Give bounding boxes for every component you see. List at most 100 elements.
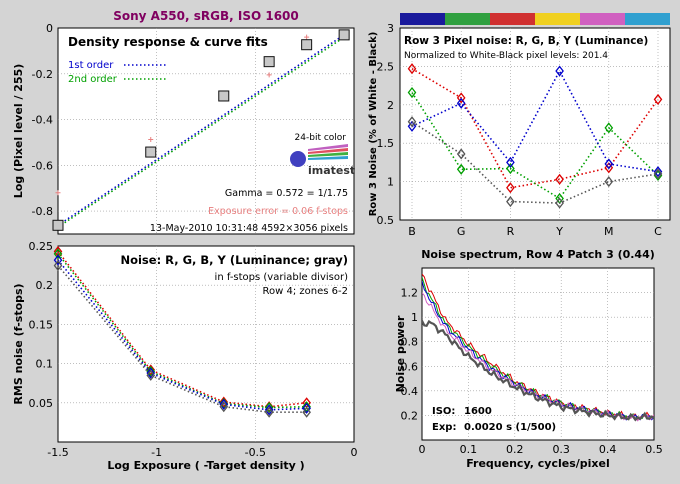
row3-xtick-label: Y	[555, 225, 563, 238]
density-point	[301, 39, 313, 51]
fstop-series-gray	[57, 265, 307, 414]
density-fit-2nd	[57, 36, 345, 228]
fstop-point-blue	[53, 254, 63, 266]
density-pink-point	[55, 190, 61, 196]
density-pink-point	[304, 34, 310, 40]
row3-point-blue	[604, 158, 614, 170]
row3-colorbar-swatch	[490, 13, 535, 25]
spectrum-iso-label: ISO:	[432, 406, 455, 417]
row3-xtick-label: M	[604, 225, 614, 238]
fstop-point-gray	[53, 260, 63, 272]
density-pink-point	[266, 72, 272, 78]
row3-point-blue	[653, 166, 663, 178]
spectrum-ytick-label: 1	[411, 311, 418, 324]
density-ytick-label: -0.4	[32, 114, 53, 127]
row3-colorbar-swatch	[400, 13, 445, 25]
imatest-logo-icon	[290, 144, 348, 167]
fstop-point-gray	[302, 406, 311, 418]
density-chart: -0.8 -0.6 -0.4 -0.2 0 Log (Pixel level / 255)…	[12, 22, 355, 235]
fstop-point-blue	[302, 402, 311, 414]
fstop-point-green	[302, 401, 311, 413]
density-legend-2nd: 2nd order	[68, 74, 118, 85]
row3-point-gray	[407, 116, 417, 128]
fstop-point-gray	[219, 401, 229, 413]
row3-point-green	[506, 162, 515, 175]
density-legend-1st: 1st order	[68, 60, 114, 71]
row3-colorbar-swatch	[535, 13, 580, 25]
spectrum-xtick-label: 0	[419, 443, 426, 456]
fstop-annotation-line: Row 4; zones 6-2	[263, 286, 348, 297]
density-ytick-label: -0.8	[32, 205, 53, 218]
density-footer: 13-May-2010 10:31:48 4592×3056 pixels	[150, 223, 348, 234]
fstop-annotation-line: in f-stops (variable divisor)	[215, 272, 349, 283]
density-logo-caption: 24-bit color	[295, 133, 347, 143]
fstop-series-blue	[57, 259, 307, 411]
fstop-point-blue	[146, 367, 156, 379]
fstop-point-blue	[264, 404, 274, 416]
row3-colorbar-swatch	[625, 13, 670, 25]
fstop-ytick-label: 0.1	[36, 358, 54, 371]
spectrum-ytick-label: 0.2	[401, 409, 419, 422]
row3-point-green	[407, 86, 417, 99]
row3-point-gray	[604, 176, 614, 188]
row3-point-gray	[506, 196, 515, 208]
fstop-ytick-label: 0.15	[29, 318, 54, 331]
row3-point-gray	[555, 197, 564, 209]
fstop-ytick-label: 0.25	[29, 240, 54, 253]
row3-colorbar-swatch	[445, 13, 490, 25]
density-point	[338, 29, 350, 41]
fstop-point-red	[219, 396, 229, 408]
fstop-ytick-label: 0.05	[29, 397, 54, 410]
spectrum-ylabel: Noise power	[394, 315, 407, 392]
row3-point-red	[407, 63, 417, 75]
imatest-logo-circle	[290, 151, 306, 167]
row3-plot-area	[399, 27, 671, 221]
spectrum-xtick-label: 0.4	[599, 443, 617, 456]
row3-ylabel: Row 3 Noise (% of White - Black)	[368, 32, 379, 217]
density-point	[263, 56, 275, 68]
fstop-point-gray	[264, 406, 274, 418]
row3-ytick-label: 2.5	[377, 60, 395, 73]
row3-ytick-label: 1.5	[377, 137, 395, 150]
row3-series-blue	[411, 69, 659, 173]
spectrum-series-gray	[422, 319, 654, 422]
spectrum-iso-value: 1600	[464, 406, 492, 417]
spectrum-ytick-label: 0.4	[401, 385, 419, 398]
row3-title: Row 3 Pixel noise: R, G, B, Y (Luminance…	[404, 35, 648, 47]
spectrum-exp-value: 0.0020 s (1/500)	[464, 422, 556, 433]
spectrum-ytick-label: 0.8	[401, 336, 419, 349]
fstop-noise-chart: 0.05 0.1 0.15 0.2 0.25 -1.5 -1 -0.5 0 Log Exposur…	[12, 240, 358, 472]
density-ylabel: Log (Pixel level / 255)	[12, 64, 25, 199]
spectrum-plot-area	[421, 267, 655, 441]
row3-xtick-label: R	[507, 225, 515, 238]
spectrum-ytick-label: 1.2	[401, 287, 419, 300]
density-title: Density response & curve fits	[68, 35, 268, 49]
spectrum-xtick-label: 0.5	[645, 443, 663, 456]
spectrum-exp-label: Exp:	[432, 422, 456, 433]
density-ytick-label: 0	[46, 22, 53, 35]
spectrum-xtick-label: 0.2	[506, 443, 524, 456]
fstop-point-blue	[219, 398, 229, 410]
fstop-point-green	[146, 365, 156, 377]
row3-point-red	[456, 92, 466, 104]
fstop-point-green	[53, 248, 63, 260]
fstop-xlabel: Log Exposure ( -Target density )	[107, 459, 304, 472]
density-ytick-label: -0.2	[32, 68, 53, 81]
density-pink-point	[148, 136, 154, 142]
density-exposure-error: Exposure error = 0.06 f-stops	[208, 206, 348, 217]
spectrum-ytick-label: 0.6	[401, 360, 419, 373]
row3-point-gray	[456, 148, 466, 160]
density-plot-area	[57, 27, 355, 235]
row3-point-blue	[506, 156, 515, 168]
fstop-point-red	[146, 364, 156, 376]
spectrum-xtick-label: 0.1	[460, 443, 478, 456]
imatest-logo-stripe	[308, 148, 348, 154]
row3-ytick-label: 2	[387, 99, 394, 112]
noise-spectrum-chart: Noise spectrum, Row 4 Patch 3 (0.44) 0.2 0…	[394, 248, 663, 470]
row3-xtick-label: C	[654, 225, 662, 238]
fstop-xtick-label: -1	[151, 446, 162, 459]
imatest-logo-stripe	[308, 152, 348, 157]
row3-point-blue	[555, 65, 564, 77]
spectrum-series-red	[422, 273, 654, 420]
